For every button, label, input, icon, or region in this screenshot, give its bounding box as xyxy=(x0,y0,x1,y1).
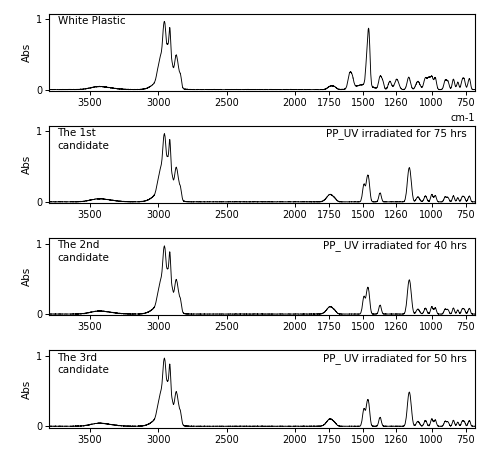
Y-axis label: Abs: Abs xyxy=(22,43,32,62)
Text: PP_ UV irradiated for 50 hrs: PP_ UV irradiated for 50 hrs xyxy=(323,353,467,364)
Text: PP_ UV irradiated for 40 hrs: PP_ UV irradiated for 40 hrs xyxy=(323,240,467,251)
Y-axis label: Abs: Abs xyxy=(22,379,32,399)
Text: The 1st
candidate: The 1st candidate xyxy=(57,128,109,151)
Text: The 2nd
candidate: The 2nd candidate xyxy=(57,240,109,263)
Text: White Plastic: White Plastic xyxy=(57,16,125,26)
Text: The 3rd
candidate: The 3rd candidate xyxy=(57,353,109,375)
Y-axis label: Abs: Abs xyxy=(22,267,32,286)
Text: cm-1: cm-1 xyxy=(451,113,475,123)
Text: PP_UV irradiated for 75 hrs: PP_UV irradiated for 75 hrs xyxy=(326,128,467,139)
Y-axis label: Abs: Abs xyxy=(22,155,32,174)
